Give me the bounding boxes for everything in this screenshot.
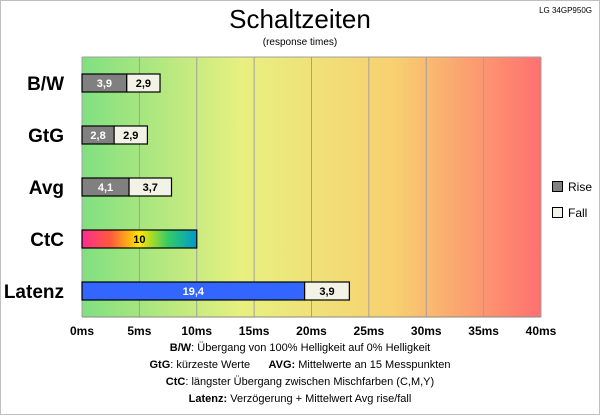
response-time-chart: 0ms 5ms 10ms 15ms 20ms 25ms 30ms 35ms 40ms B/W 3,9… bbox=[4, 56, 557, 338]
x-tick-label: 5ms bbox=[127, 324, 151, 338]
fall-value-label: 2,9 bbox=[123, 130, 138, 142]
x-tick-label: 15ms bbox=[239, 324, 270, 338]
rise-value-label: 19,4 bbox=[183, 286, 205, 298]
legend-fall: Fall bbox=[552, 206, 587, 220]
chart-footnotes: B/W: Übergang von 100% Helligkeit auf 0%… bbox=[0, 340, 600, 408]
note-ctc-text: : längster Übergang zwischen Mischfarben… bbox=[185, 376, 435, 388]
category-label: GtG bbox=[28, 126, 64, 147]
x-tick-label: 35ms bbox=[468, 324, 499, 338]
note-bw-key: B/W bbox=[169, 342, 192, 354]
fall-bar bbox=[126, 73, 161, 93]
note-gtg-key: GtG bbox=[149, 359, 171, 371]
fall-bar bbox=[304, 281, 350, 301]
x-tick-label: 40ms bbox=[526, 324, 557, 338]
note-latency-text: Verzögerung + Mittelwert Avg rise/fall bbox=[227, 393, 412, 405]
category-label: Avg bbox=[29, 178, 64, 199]
note-latency-key: Latenz: bbox=[188, 393, 228, 405]
note-bw-text: : Übergang von 100% Helligkeit auf 0% He… bbox=[191, 342, 431, 354]
legend-rise: Rise bbox=[552, 180, 592, 194]
fall-value-label: 2,9 bbox=[136, 78, 151, 90]
category-label: Latenz bbox=[4, 282, 64, 303]
ctc-value-label: 10 bbox=[133, 234, 145, 246]
x-tick-label: 0ms bbox=[70, 324, 94, 338]
legend-rise-label: Rise bbox=[568, 180, 593, 194]
note-ctc: CtC: längster Übergang zwischen Mischfar… bbox=[0, 374, 600, 391]
note-avg-text: Mittelwerte an 15 Messpunkten bbox=[295, 359, 451, 371]
note-gtg-avg: GtG: kürzeste Werte AVG: Mittelwerte an … bbox=[0, 357, 600, 374]
rise-value-label: 4,1 bbox=[98, 182, 113, 194]
note-gtg-text: : kürzeste Werte bbox=[170, 359, 251, 371]
legend-rise-swatch bbox=[552, 181, 563, 192]
ctc-bar bbox=[81, 229, 198, 249]
fall-bar bbox=[113, 125, 149, 145]
legend-fall-label: Fall bbox=[568, 206, 588, 220]
monitor-model-label: LG 34GP950G bbox=[539, 6, 592, 15]
category-label: B/W bbox=[27, 74, 64, 95]
x-tick-label: 25ms bbox=[354, 324, 385, 338]
chart-title: Schaltzeiten bbox=[229, 4, 371, 34]
fall-bar bbox=[128, 177, 173, 197]
fall-value-label: 3,9 bbox=[319, 286, 334, 298]
legend-fall-swatch bbox=[552, 207, 563, 218]
rise-value-label: 2,8 bbox=[90, 130, 105, 142]
note-avg-key: AVG: bbox=[268, 359, 296, 371]
x-tick-label: 20ms bbox=[296, 324, 327, 338]
note-ctc-key: CtC bbox=[165, 376, 186, 388]
chart-subtitle: (response times) bbox=[262, 37, 338, 48]
x-tick-label: 10ms bbox=[181, 324, 212, 338]
x-tick-label: 30ms bbox=[411, 324, 442, 338]
note-latency: Latenz: Verzögerung + Mittelwert Avg ris… bbox=[0, 391, 600, 408]
category-label: CtC bbox=[30, 230, 64, 251]
note-bw: B/W: Übergang von 100% Helligkeit auf 0%… bbox=[0, 340, 600, 357]
fall-value-label: 3,7 bbox=[143, 182, 158, 194]
rise-value-label: 3,9 bbox=[97, 78, 112, 90]
